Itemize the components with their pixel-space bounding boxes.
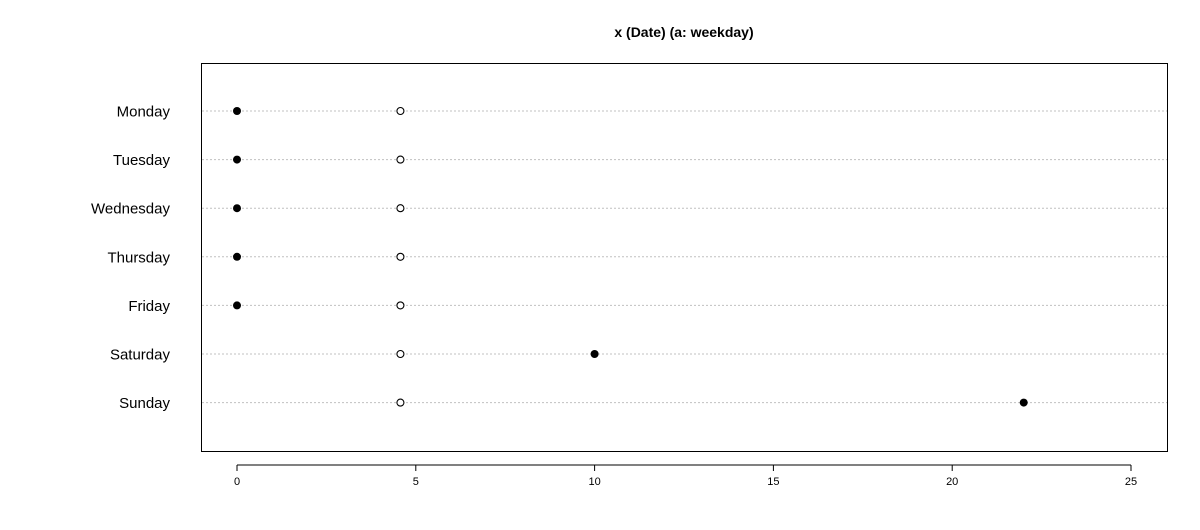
chart-title: x (Date) (a: weekday) xyxy=(614,24,753,40)
category-label: Tuesday xyxy=(113,152,170,169)
x-tick-label: 10 xyxy=(588,476,600,488)
filled-point xyxy=(233,252,241,261)
open-point xyxy=(396,252,405,261)
open-point xyxy=(396,106,405,116)
open-point xyxy=(396,204,405,213)
x-tick-label: 0 xyxy=(234,476,240,488)
open-point xyxy=(396,155,405,164)
category-label: Saturday xyxy=(110,347,171,364)
category-labels: Monday Tuesday Wednesday Thursday Friday Satu… xyxy=(91,104,170,413)
filled-point xyxy=(1019,398,1028,407)
x-tick-label: 20 xyxy=(946,476,958,488)
category-label: Thursday xyxy=(107,249,170,266)
plot-frame xyxy=(201,63,1168,452)
x-axis: 0 5 10 15 20 25 xyxy=(234,464,1137,488)
x-tick-label: 25 xyxy=(1125,476,1137,488)
data-points xyxy=(233,106,1028,407)
filled-point xyxy=(233,155,241,164)
x-tick-label: 5 xyxy=(413,476,419,488)
category-label: Monday xyxy=(117,104,171,121)
open-point xyxy=(396,301,405,310)
filled-point xyxy=(590,350,599,358)
category-label: Wednesday xyxy=(91,201,170,218)
open-point xyxy=(396,349,405,359)
filled-point xyxy=(233,107,241,115)
filled-point xyxy=(233,204,241,213)
category-label: Friday xyxy=(128,298,170,315)
grid-layer xyxy=(202,110,1167,404)
x-tick-label: 15 xyxy=(767,476,779,488)
filled-point xyxy=(233,301,241,310)
open-point xyxy=(396,398,405,407)
category-label: Sunday xyxy=(119,395,170,412)
